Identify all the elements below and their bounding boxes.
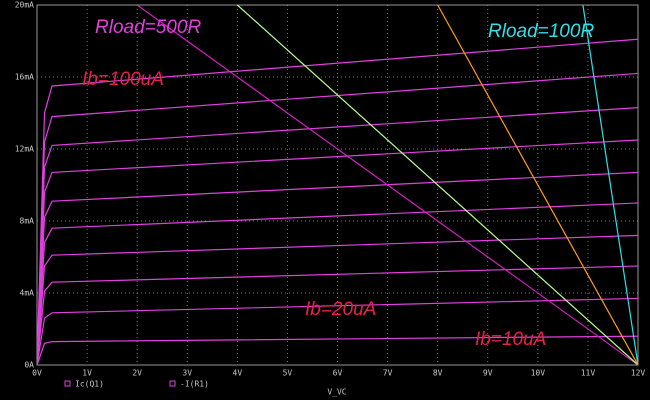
- x-tick-label: 2V: [132, 369, 142, 378]
- x-tick-label: 0V: [32, 369, 42, 378]
- curve: [37, 202, 638, 365]
- y-tick-label: 20mA: [15, 1, 34, 10]
- annotation: Rload=500R: [95, 17, 201, 38]
- curve: [37, 38, 638, 365]
- plot-area: [37, 5, 638, 365]
- x-tick-label: 7V: [383, 369, 393, 378]
- curve: [37, 335, 638, 365]
- y-tick-label: 16mA: [15, 73, 34, 82]
- legend-marker: [169, 380, 176, 387]
- annotation: Ib=10uA: [475, 329, 546, 350]
- annotation: Rload=100R: [488, 21, 594, 42]
- x-tick-label: 6V: [333, 369, 343, 378]
- y-tick-label: 0A: [24, 361, 34, 370]
- curve: [37, 297, 638, 365]
- x-tick-label: 5V: [283, 369, 293, 378]
- plot-frame: [36, 4, 639, 366]
- curve: [136, 5, 638, 365]
- x-tick-label: 4V: [233, 369, 243, 378]
- x-tick-label: 10V: [531, 369, 546, 378]
- annotation: Ib=100uA: [82, 69, 164, 90]
- y-tick-label: 12mA: [15, 145, 34, 154]
- curve: [37, 234, 638, 365]
- x-tick-label: 9V: [483, 369, 493, 378]
- x-tick-label: 1V: [82, 369, 92, 378]
- x-tick-label: 8V: [433, 369, 443, 378]
- legend-marker: [64, 380, 71, 387]
- legend-label: -I(R1): [180, 380, 209, 389]
- y-tick-label: 4mA: [20, 289, 35, 298]
- y-tick-label: 8mA: [20, 217, 35, 226]
- curve: [37, 265, 638, 365]
- x-axis-title: V_VC: [327, 388, 346, 397]
- annotation: Ib=20uA: [305, 299, 376, 320]
- x-tick-label: 11V: [581, 369, 596, 378]
- curve: [437, 5, 638, 365]
- x-tick-label: 12V: [631, 369, 646, 378]
- legend-label: Ic(Q1): [75, 380, 104, 389]
- curve: [236, 5, 638, 365]
- curve: [582, 5, 638, 365]
- x-tick-label: 3V: [182, 369, 192, 378]
